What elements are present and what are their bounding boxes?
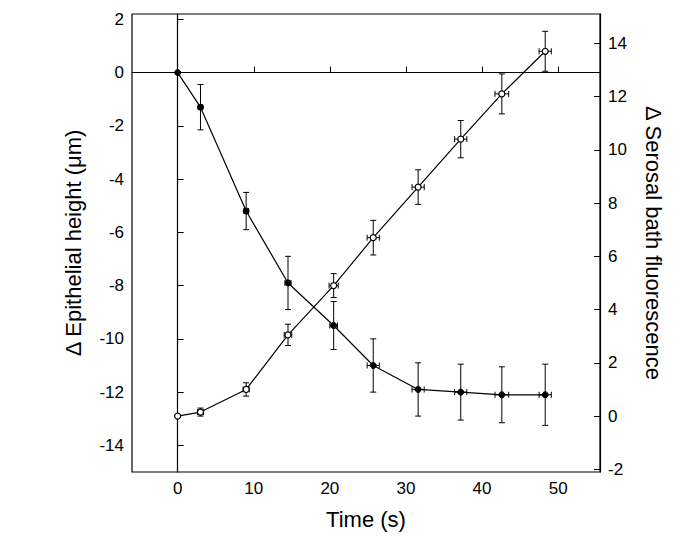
svg-text:-2: -2 <box>109 116 124 135</box>
svg-text:0: 0 <box>115 63 124 82</box>
svg-text:Δ Serosal bath fluorescence: Δ Serosal bath fluorescence <box>641 106 666 380</box>
svg-text:-10: -10 <box>99 329 124 348</box>
svg-text:-2: -2 <box>608 460 623 479</box>
svg-text:12: 12 <box>608 87 627 106</box>
svg-text:-6: -6 <box>109 223 124 242</box>
svg-text:6: 6 <box>608 247 617 266</box>
svg-text:-12: -12 <box>99 383 124 402</box>
svg-text:14: 14 <box>608 34 627 53</box>
svg-text:50: 50 <box>549 479 568 498</box>
svg-text:4: 4 <box>608 300 617 319</box>
svg-text:Δ Epithelial height (μm): Δ Epithelial height (μm) <box>61 130 86 357</box>
svg-text:-14: -14 <box>99 436 124 455</box>
svg-text:8: 8 <box>608 194 617 213</box>
svg-text:30: 30 <box>396 479 415 498</box>
svg-text:2: 2 <box>608 353 617 372</box>
svg-text:-8: -8 <box>109 276 124 295</box>
svg-text:10: 10 <box>608 140 627 159</box>
svg-text:20: 20 <box>320 479 339 498</box>
svg-text:40: 40 <box>473 479 492 498</box>
svg-text:0: 0 <box>608 407 617 426</box>
svg-text:0: 0 <box>173 479 182 498</box>
svg-text:2: 2 <box>115 10 124 29</box>
svg-text:-4: -4 <box>109 170 124 189</box>
svg-text:10: 10 <box>244 479 263 498</box>
svg-text:Time (s): Time (s) <box>326 507 406 532</box>
